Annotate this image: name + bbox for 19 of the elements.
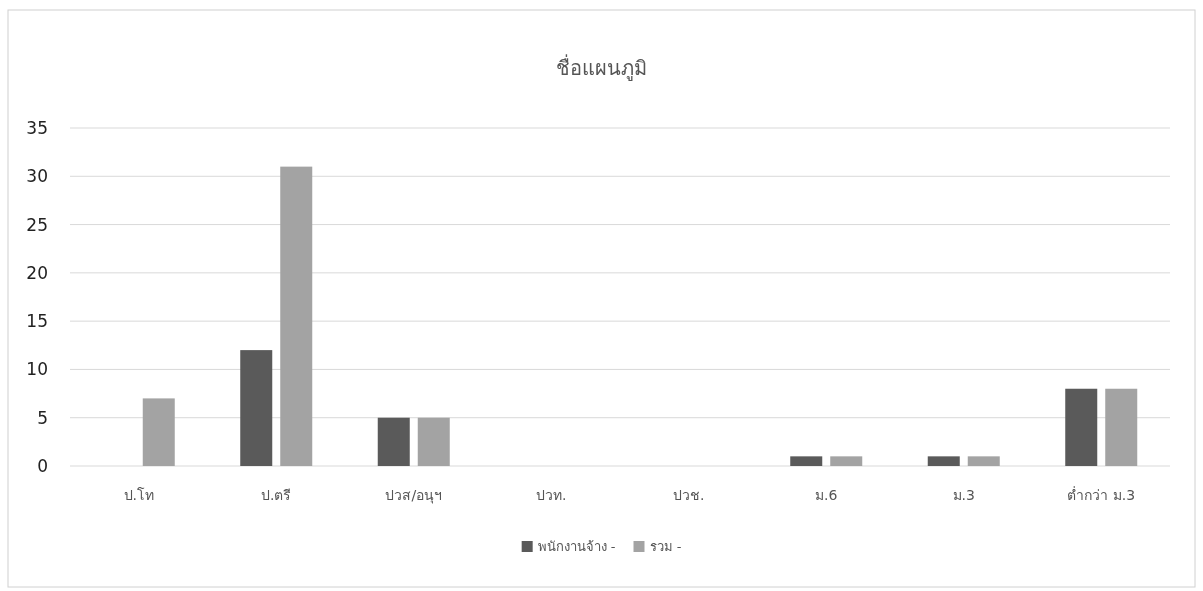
xtick: ม.3: [952, 487, 975, 503]
ytick: 15: [26, 311, 48, 332]
title: ชื่อแผนภูมิ: [556, 56, 647, 80]
ytick: 25: [26, 214, 48, 235]
xtick: ปวช.: [673, 487, 705, 503]
xtick: ป.ตรี: [261, 487, 292, 503]
xtick: ต่ำกว่า ม.3: [1067, 487, 1136, 503]
ytick: 10: [26, 359, 48, 380]
ytick: 5: [37, 407, 48, 428]
ytick: 0: [37, 456, 48, 476]
xtick: ปวส/อนุฯ: [385, 487, 443, 503]
ytick: 20: [26, 262, 48, 283]
xtick: ม.6: [815, 487, 838, 503]
xtick: ป.โท: [123, 487, 154, 503]
legend-label: พนักงานจ้าง -: [537, 539, 616, 554]
legend-label: รวม -: [649, 539, 682, 554]
ytick: 30: [26, 166, 48, 187]
xtick: ปวท.: [536, 487, 567, 503]
ytick: 35: [26, 118, 48, 138]
